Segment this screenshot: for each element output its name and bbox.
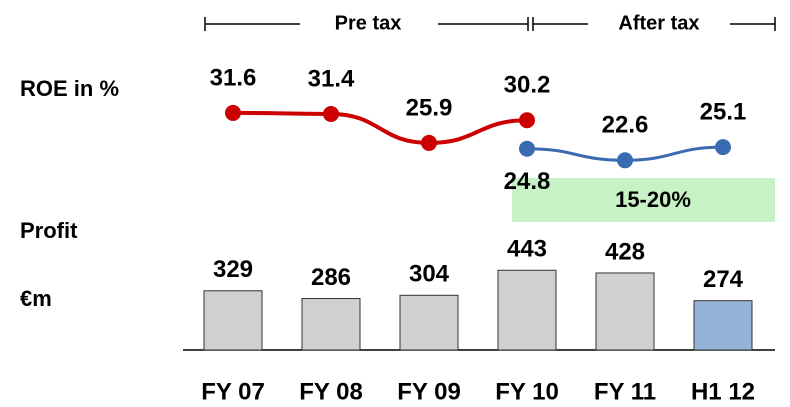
data-label: 443 xyxy=(507,236,547,263)
legend-label: After tax xyxy=(618,12,699,34)
roe-point xyxy=(519,112,535,129)
bar xyxy=(497,269,557,351)
target-band xyxy=(512,178,775,222)
data-label: 25.9 xyxy=(406,94,453,121)
bar xyxy=(693,300,753,351)
bar xyxy=(399,294,459,351)
bar xyxy=(203,290,263,351)
data-label: 31.6 xyxy=(210,64,257,91)
bar xyxy=(595,272,655,351)
roe-point xyxy=(617,152,633,169)
x-tick-label: H1 12 xyxy=(691,378,755,405)
roe-point xyxy=(323,105,339,122)
x-tick-label: FY 09 xyxy=(397,378,461,405)
annotation: 15-20% xyxy=(615,187,691,212)
data-label: 428 xyxy=(605,238,645,265)
data-label: 329 xyxy=(213,256,253,283)
line-title: ROE in % xyxy=(20,76,119,101)
data-label: 31.4 xyxy=(308,65,355,92)
data-label: 274 xyxy=(703,266,744,293)
x-tick-label: FY 07 xyxy=(201,378,265,405)
bar-title: Profit xyxy=(20,218,78,243)
data-label: 22.6 xyxy=(602,112,649,139)
data-label: 25.1 xyxy=(700,98,747,125)
roe-point xyxy=(421,134,437,151)
x-tick-label: FY 08 xyxy=(299,378,363,405)
roe-point xyxy=(519,140,535,157)
period-brackets xyxy=(204,17,776,31)
data-label: 286 xyxy=(311,264,351,291)
legend-label: Pre tax xyxy=(335,12,402,34)
bar xyxy=(301,298,361,351)
x-tick-label: FY 11 xyxy=(594,378,656,405)
data-label: 304 xyxy=(409,261,450,288)
roe-point xyxy=(225,104,241,121)
data-label: 24.8 xyxy=(504,168,551,195)
roe-line xyxy=(232,110,528,145)
data-label: 30.2 xyxy=(504,72,551,99)
roe-point xyxy=(715,139,731,156)
x-tick-label: FY 10 xyxy=(495,378,559,405)
bar-unit: €m xyxy=(20,286,52,311)
